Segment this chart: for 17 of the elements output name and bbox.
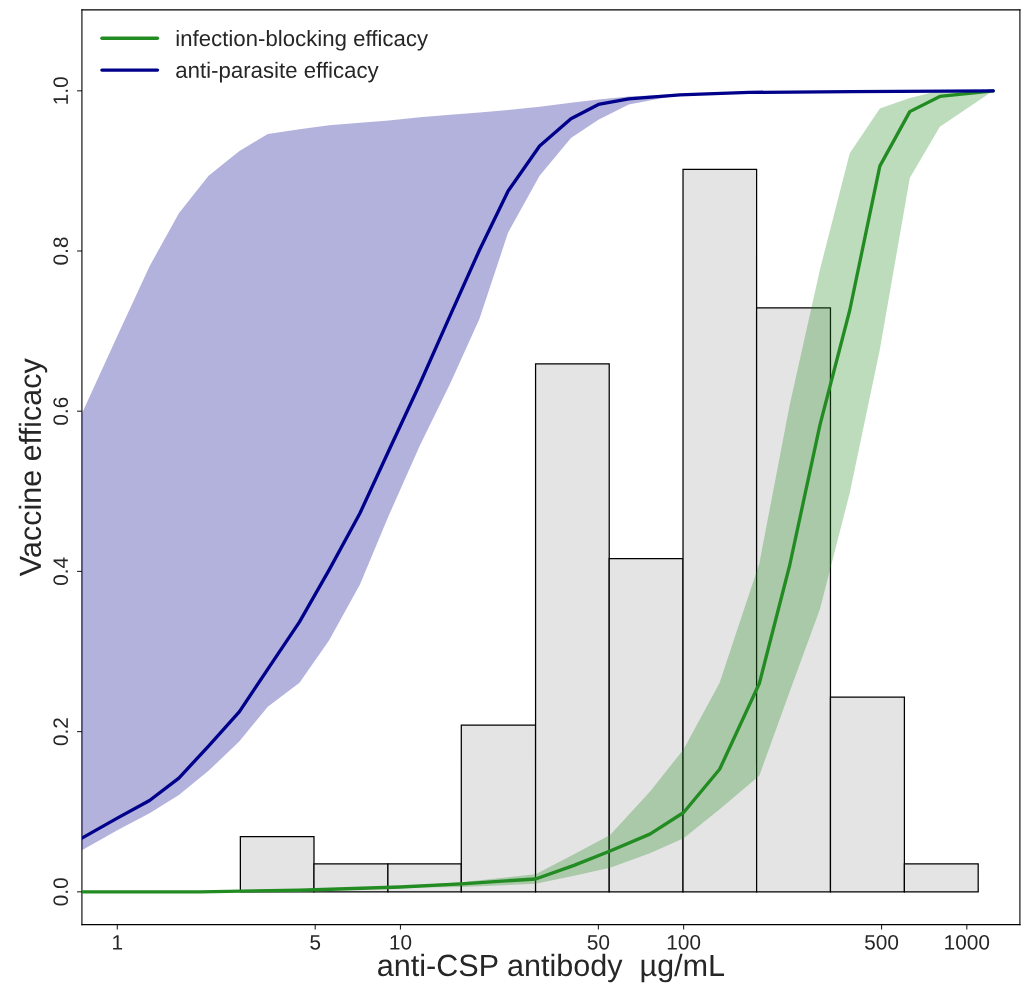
legend-label: anti-parasite efficacy bbox=[176, 61, 379, 83]
y-tick-label: 1.0 bbox=[53, 77, 69, 104]
x-tick-label: 100 bbox=[667, 934, 701, 950]
y-tick-label: 0.8 bbox=[53, 237, 69, 265]
x-tick-label: 5 bbox=[310, 935, 321, 950]
y-tick-label: 0.2 bbox=[53, 718, 69, 746]
y-tick-label: 0.4 bbox=[53, 557, 69, 586]
x-tick-label: 10 bbox=[390, 934, 412, 950]
legend-label: infection-blocking efficacy bbox=[176, 29, 429, 51]
y-tick-label: 0.6 bbox=[53, 397, 69, 425]
x-tick-label: 1 bbox=[113, 935, 123, 950]
x-tick-label: 1000 bbox=[945, 934, 990, 950]
y-axis-title: Vaccine efficacy bbox=[18, 358, 48, 577]
x-axis-title: anti-CSP antibody µg/mL bbox=[378, 953, 725, 983]
x-tick-label: 500 bbox=[865, 934, 899, 950]
y-tick-label: 0.0 bbox=[53, 878, 69, 906]
x-tick-label: 50 bbox=[587, 934, 610, 950]
